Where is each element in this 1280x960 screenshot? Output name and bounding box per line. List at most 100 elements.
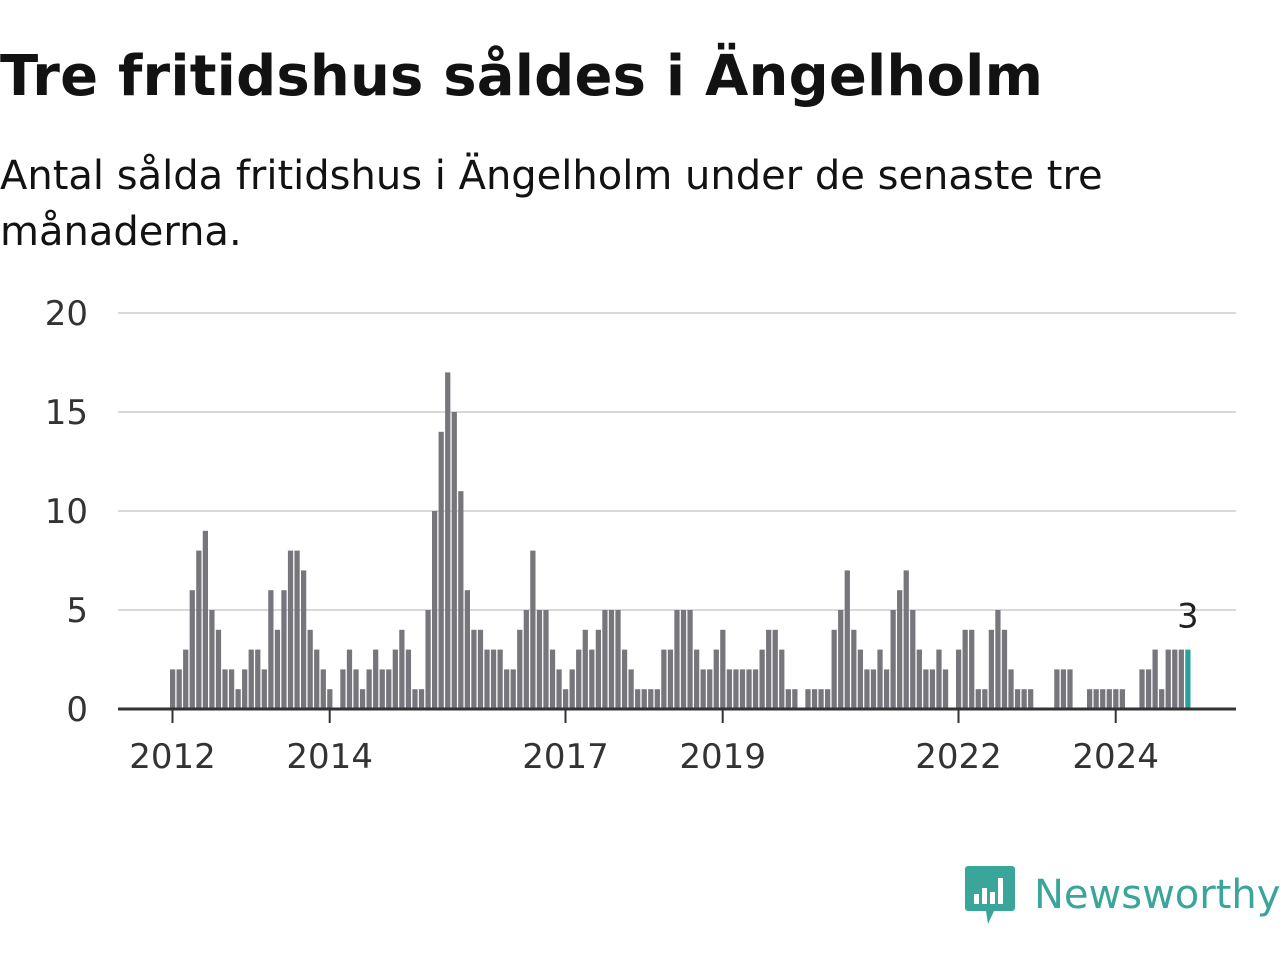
bar [392,649,398,709]
bar [418,689,425,709]
bar [228,669,235,709]
bar [739,669,746,709]
bar [438,431,444,709]
bar [222,669,228,709]
bar [910,610,916,709]
x-tick-label: 2019 [679,737,766,777]
bar [1119,689,1125,709]
chart-title: Tre fritidshus såldes i Ängelholm [0,44,1044,109]
bar [523,610,529,709]
bar [576,649,582,709]
bar [268,590,274,709]
bar [287,550,294,709]
y-tick-label: 10 [45,492,88,532]
bar [1067,669,1073,709]
bar [1028,689,1034,709]
bar [1008,669,1014,709]
bar [772,629,778,709]
bar [556,669,562,709]
bar [641,689,647,709]
bar [346,649,353,709]
bar [1152,649,1158,709]
bar [458,491,464,709]
bar [1172,649,1178,709]
x-tick-label: 2024 [1072,737,1159,777]
bar [687,610,693,709]
bar [340,669,346,709]
bar [589,649,595,709]
bar [477,629,484,709]
x-tick-label: 2012 [129,737,216,777]
bar [608,610,615,709]
bar [969,629,975,709]
bar [464,590,470,709]
bar [170,669,176,709]
bar [929,669,936,709]
chart-subtitle: Antal sålda fritidshus i Ängelholm under… [0,153,1103,255]
bar [661,649,667,709]
bar [785,689,791,709]
bar [359,689,366,709]
bar [1100,689,1106,709]
bar [274,629,281,709]
bar [451,412,457,709]
bar [628,669,634,709]
bar [851,629,857,709]
bar [635,689,641,709]
bar [680,610,687,709]
bar [1159,689,1165,709]
bar [504,669,510,709]
bar [621,649,628,709]
bar [176,669,182,709]
bar [202,530,208,709]
bar [982,689,988,709]
bar [962,629,968,709]
bar [792,689,798,709]
bar [1139,669,1145,709]
bar [870,669,877,709]
bar [517,629,523,709]
bar [988,629,994,709]
bar [1113,689,1119,709]
bar [648,689,654,709]
bar [916,649,922,709]
bar [805,689,811,709]
x-tick-label: 2017 [522,737,609,777]
bar [281,590,287,709]
bar [726,669,732,709]
bar [975,689,981,709]
bar [667,649,674,709]
bar [209,610,215,709]
bar [1106,689,1112,709]
bar [314,649,320,709]
bar [490,649,497,709]
bar [215,629,222,709]
bar [923,669,929,709]
bar [242,669,248,709]
bar [183,649,189,709]
bar [825,689,831,709]
bar [1165,649,1171,709]
bar [615,610,621,709]
bar [1087,689,1093,709]
bar [766,629,772,709]
bar [1145,669,1152,709]
y-tick-label: 5 [66,591,88,631]
bar [497,649,503,709]
bar [307,629,313,709]
bar [189,590,195,709]
bar [759,649,765,709]
bar [733,669,739,709]
bar [857,649,863,709]
bar [569,669,575,709]
newsworthy-logo-icon [965,866,1015,924]
bar [366,669,372,709]
bar [1178,649,1184,709]
bar [301,570,307,709]
bar [484,649,490,709]
x-tick-label: 2022 [915,737,1002,777]
bar [405,649,412,709]
bar [248,649,254,709]
bar [235,689,241,709]
bar-latest [1185,649,1191,709]
